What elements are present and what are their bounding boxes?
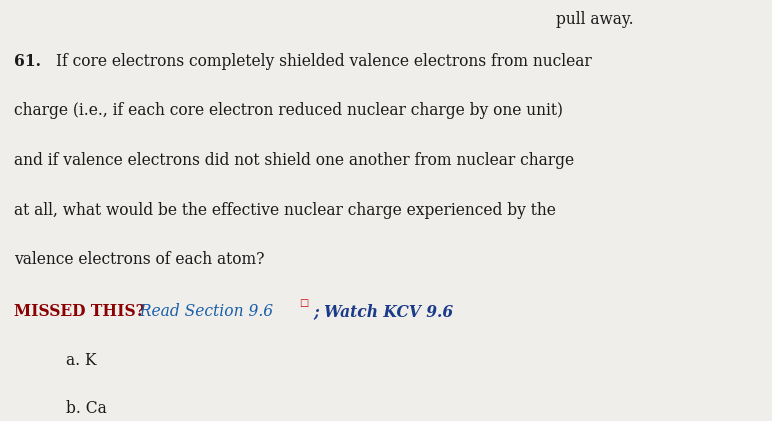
- Text: □: □: [300, 298, 309, 309]
- Text: at all, what would be the effective nuclear charge experienced by the: at all, what would be the effective nucl…: [14, 202, 556, 218]
- Text: b. Ca: b. Ca: [66, 400, 107, 417]
- Text: charge (i.e., if each core electron reduced nuclear charge by one unit): charge (i.e., if each core electron redu…: [14, 102, 563, 119]
- Text: 61.: 61.: [14, 53, 41, 69]
- Text: valence electrons of each atom?: valence electrons of each atom?: [14, 251, 264, 268]
- Text: and if valence electrons did not shield one another from nuclear charge: and if valence electrons did not shield …: [14, 152, 574, 169]
- Text: a. K: a. K: [66, 352, 96, 369]
- Text: ; Watch KCV 9.6: ; Watch KCV 9.6: [313, 304, 454, 320]
- Text: If core electrons completely shielded valence electrons from nuclear: If core electrons completely shielded va…: [56, 53, 592, 69]
- Text: Read Section 9.6: Read Section 9.6: [135, 304, 273, 320]
- Text: MISSED THIS?: MISSED THIS?: [14, 304, 144, 320]
- Text: pull away.: pull away.: [556, 11, 634, 27]
